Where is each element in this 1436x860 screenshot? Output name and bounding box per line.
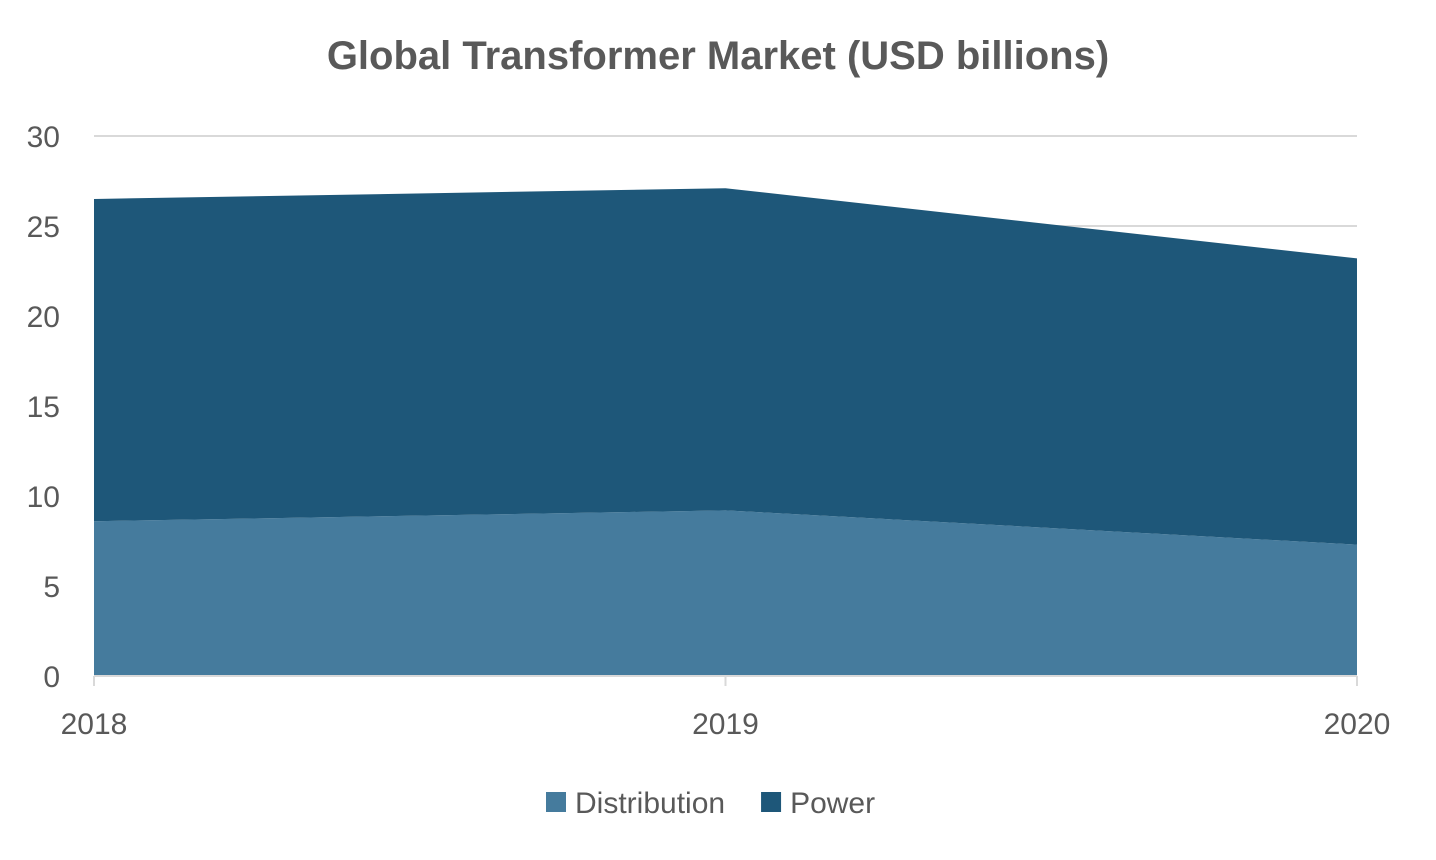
x-tick-label: 2018 bbox=[61, 708, 128, 741]
legend-swatch-power bbox=[761, 792, 782, 812]
x-axis bbox=[93, 675, 1358, 686]
area-series-power bbox=[94, 188, 1357, 545]
legend-label-distribution: Distribution bbox=[575, 787, 725, 820]
y-tick-label: 5 bbox=[43, 571, 60, 604]
area-series bbox=[94, 188, 1357, 676]
legend-swatch-distribution bbox=[546, 792, 566, 812]
y-tick-label: 10 bbox=[27, 481, 60, 514]
area-series-distribution bbox=[94, 510, 1357, 676]
chart-title: Global Transformer Market (USD billions) bbox=[326, 34, 1110, 78]
legend: Distribution Power bbox=[546, 787, 875, 820]
y-tick-label: 15 bbox=[27, 391, 60, 424]
x-tick-label: 2019 bbox=[692, 708, 759, 741]
x-axis-tick-labels: 2018 2019 2020 bbox=[61, 708, 1391, 741]
y-axis-tick-labels: 0 5 10 15 20 25 30 bbox=[27, 121, 60, 694]
x-tick-label: 2020 bbox=[1324, 708, 1391, 741]
y-tick-label: 0 bbox=[43, 661, 60, 694]
y-tick-label: 30 bbox=[27, 121, 60, 154]
legend-label-power: Power bbox=[790, 787, 875, 820]
y-tick-label: 25 bbox=[27, 211, 60, 244]
y-tick-label: 20 bbox=[27, 301, 60, 334]
